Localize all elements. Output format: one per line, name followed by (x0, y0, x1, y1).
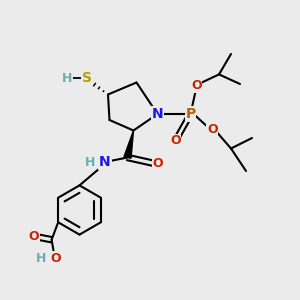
Text: H: H (36, 252, 46, 265)
Text: O: O (191, 79, 202, 92)
Text: O: O (170, 134, 181, 148)
Text: N: N (152, 107, 163, 121)
Text: N: N (99, 155, 111, 169)
Text: H: H (62, 71, 72, 85)
Text: O: O (51, 252, 62, 265)
Text: O: O (28, 230, 39, 243)
Text: O: O (153, 157, 164, 170)
Text: S: S (82, 71, 92, 85)
Text: H: H (85, 155, 95, 169)
Polygon shape (124, 130, 134, 158)
Text: O: O (207, 122, 218, 136)
Text: P: P (185, 107, 196, 121)
